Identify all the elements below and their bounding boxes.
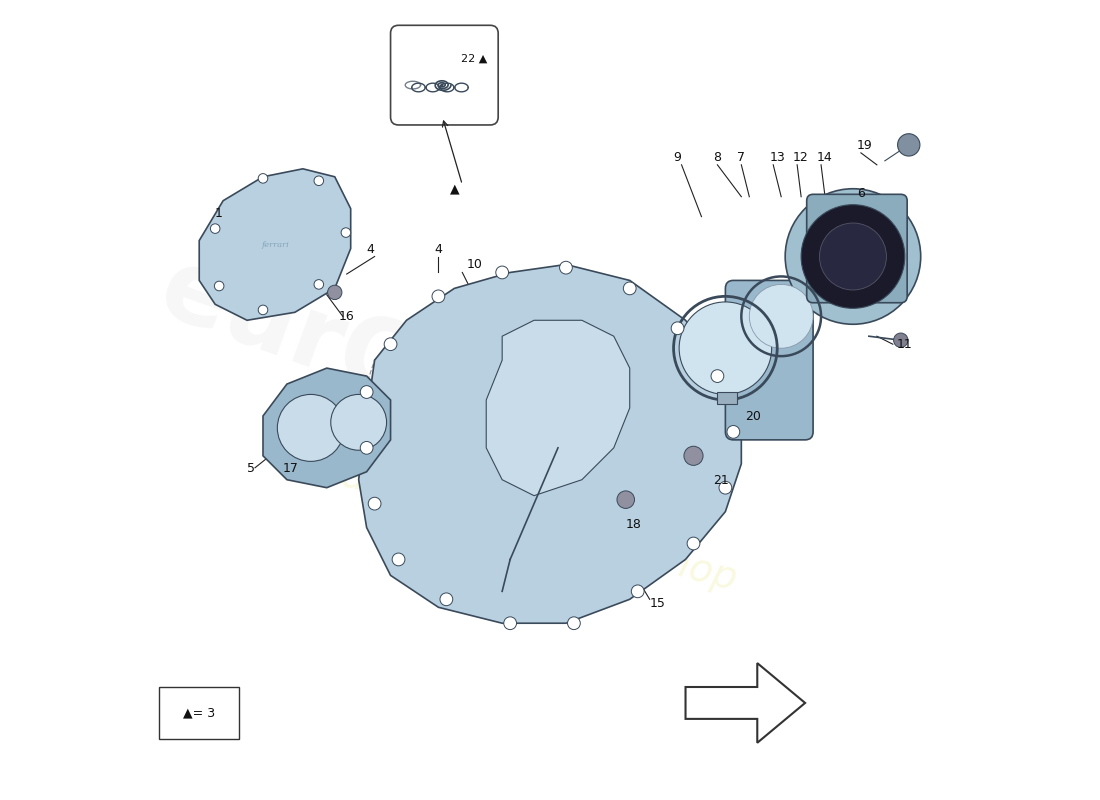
Circle shape (341, 228, 351, 238)
Text: 10: 10 (466, 258, 482, 271)
Polygon shape (717, 392, 737, 404)
Text: ferrari: ferrari (546, 419, 611, 437)
Text: 14: 14 (817, 151, 833, 164)
Text: eurOparts: eurOparts (146, 241, 714, 527)
Circle shape (820, 223, 887, 290)
Circle shape (331, 394, 386, 450)
Circle shape (617, 491, 635, 509)
Text: 5: 5 (248, 462, 255, 474)
Text: 4: 4 (434, 242, 442, 255)
Circle shape (749, 285, 813, 348)
Text: 9: 9 (673, 151, 681, 164)
Text: ferrari: ferrari (261, 241, 289, 249)
Circle shape (719, 482, 732, 494)
Text: 21: 21 (714, 474, 729, 486)
Circle shape (258, 174, 267, 183)
Text: 11: 11 (896, 338, 913, 351)
Circle shape (210, 224, 220, 234)
Circle shape (277, 394, 344, 462)
Text: 6: 6 (857, 186, 865, 200)
Text: 20: 20 (746, 410, 761, 423)
Circle shape (361, 386, 373, 398)
FancyBboxPatch shape (160, 687, 239, 739)
Polygon shape (486, 320, 629, 496)
Circle shape (671, 322, 684, 334)
Circle shape (392, 553, 405, 566)
Circle shape (688, 537, 700, 550)
Polygon shape (199, 169, 351, 320)
Polygon shape (685, 663, 805, 743)
FancyBboxPatch shape (390, 26, 498, 125)
Text: 12: 12 (793, 151, 808, 164)
Text: 18: 18 (626, 518, 641, 530)
FancyBboxPatch shape (806, 194, 907, 302)
Circle shape (496, 266, 508, 279)
Circle shape (214, 282, 224, 290)
Circle shape (361, 442, 373, 454)
Text: 22 ▲: 22 ▲ (461, 53, 487, 63)
Text: a passion for parts shop: a passion for parts shop (279, 441, 741, 598)
Polygon shape (359, 265, 741, 623)
FancyBboxPatch shape (725, 281, 813, 440)
Circle shape (258, 305, 267, 314)
Text: ▲: ▲ (450, 182, 459, 196)
Text: 4: 4 (366, 242, 374, 255)
Circle shape (368, 498, 381, 510)
Circle shape (801, 205, 905, 308)
Circle shape (384, 338, 397, 350)
Text: 17: 17 (283, 462, 299, 474)
Circle shape (631, 585, 645, 598)
Circle shape (679, 302, 771, 394)
Circle shape (328, 286, 342, 299)
Text: ▲= 3: ▲= 3 (184, 707, 216, 720)
Circle shape (898, 134, 920, 156)
Text: 15: 15 (650, 598, 666, 610)
Circle shape (314, 176, 323, 186)
Text: 7: 7 (737, 151, 746, 164)
Circle shape (560, 262, 572, 274)
Circle shape (314, 280, 323, 289)
Circle shape (432, 290, 444, 302)
Circle shape (568, 617, 581, 630)
Circle shape (893, 333, 907, 347)
Circle shape (624, 282, 636, 294)
Text: 13: 13 (769, 151, 785, 164)
Text: 1: 1 (216, 206, 223, 220)
Circle shape (440, 593, 453, 606)
Polygon shape (263, 368, 390, 488)
Text: 8: 8 (714, 151, 722, 164)
Circle shape (684, 446, 703, 466)
Circle shape (711, 370, 724, 382)
Circle shape (727, 426, 739, 438)
Circle shape (785, 189, 921, 324)
Text: 19: 19 (857, 139, 872, 152)
Circle shape (504, 617, 517, 630)
Text: 16: 16 (339, 310, 354, 323)
